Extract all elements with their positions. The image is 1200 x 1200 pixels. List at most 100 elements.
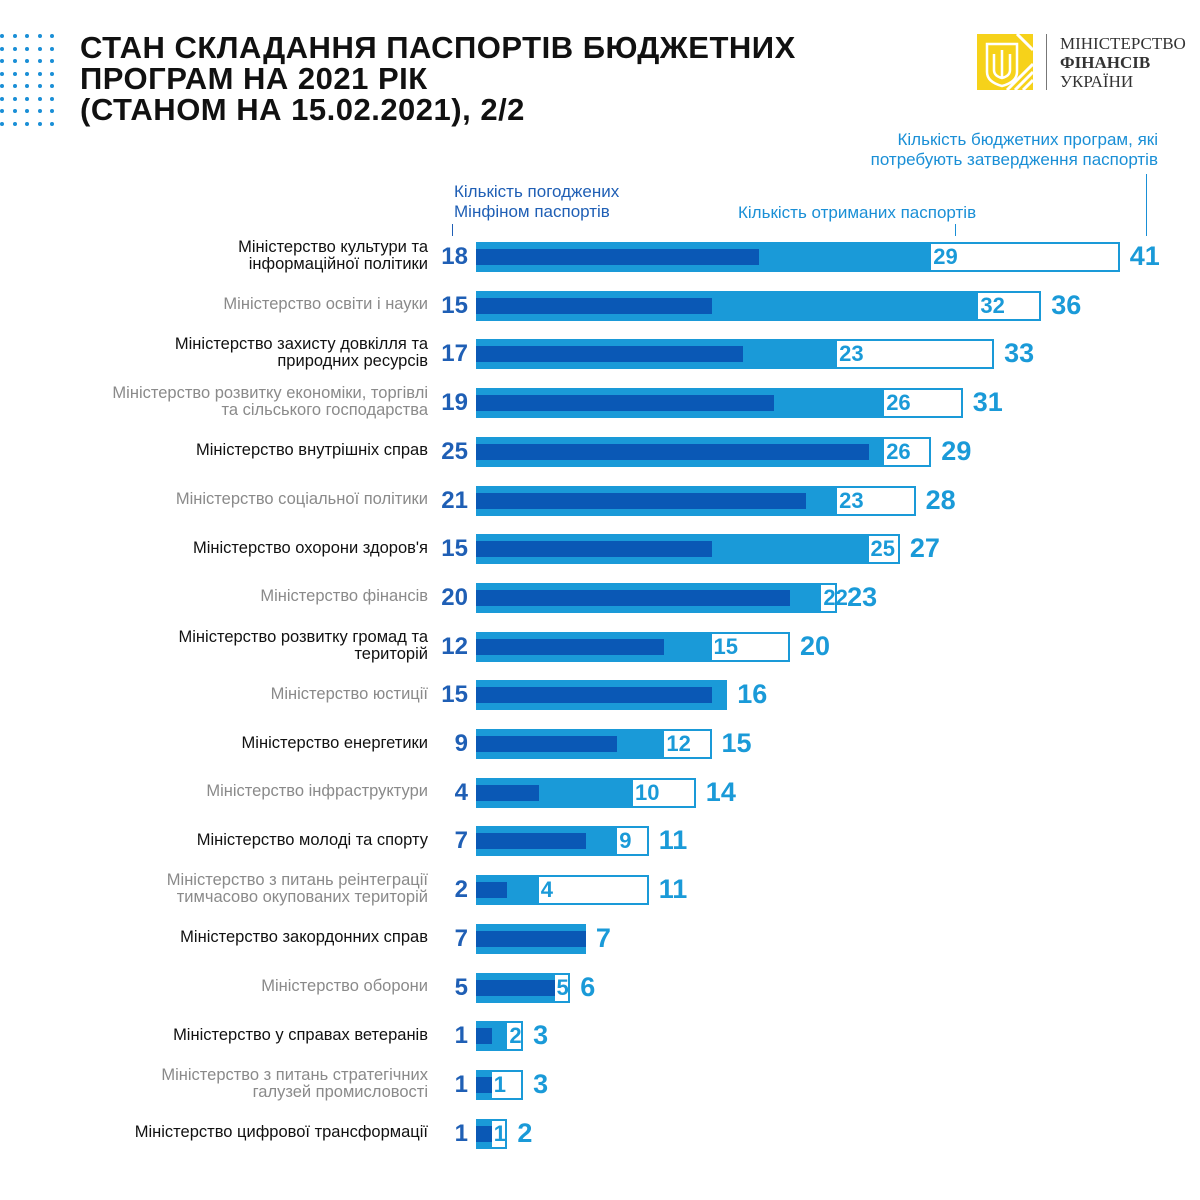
bar-agreed: [476, 395, 775, 412]
category-label: Міністерство юстиції: [271, 685, 428, 703]
total-value-label: 11: [658, 874, 688, 905]
total-value-label: 16: [737, 679, 768, 710]
category-label: Міністерство культури та інформаційної по…: [238, 239, 428, 273]
trident-emblem-icon: [977, 34, 1033, 90]
dot: [50, 96, 54, 101]
dot: [37, 59, 42, 63]
received-value-label: 4: [540, 877, 554, 903]
category-label: Міністерство внутрішніх справ: [196, 442, 428, 459]
total-value-label: 41: [1129, 241, 1160, 271]
total-value-label: 14: [705, 776, 736, 807]
category-label: Міністерство у справах ветеранів: [173, 1026, 428, 1044]
category-label: Міністерство молоді та спорту: [196, 830, 428, 849]
category-label-line: Міністерство освіти і науки: [223, 295, 428, 314]
agreed-value-label: 15: [441, 681, 468, 709]
dot: [0, 96, 4, 101]
bar-agreed: [476, 1076, 492, 1093]
dot: [12, 96, 17, 101]
category-label: Міністерство освіти і науки: [223, 296, 428, 313]
dot: [12, 71, 17, 76]
page-title: СТАН СКЛАДАННЯ ПАСПОРТІВ БЮДЖЕТНИХ ПРОГР…: [80, 32, 796, 125]
received-value-label: 5: [556, 974, 569, 1000]
legend-agreed-tick: [452, 224, 453, 236]
legend-agreed-line-1: Кількість погоджених: [454, 182, 620, 201]
received-value-label: 9: [619, 828, 632, 854]
category-label: Міністерство з питань стратегічних галузе…: [161, 1065, 428, 1101]
category-label-line: та сільського господарства: [221, 401, 429, 420]
category-label-line: територій: [354, 644, 428, 663]
received-value-label: 26: [886, 390, 911, 416]
total-value-label: 20: [800, 630, 831, 661]
received-value-label: 23: [839, 487, 864, 513]
dot: [25, 59, 29, 63]
agreed-value-label: 1: [454, 1119, 468, 1147]
category-label-line: Міністерство з питань стратегічних: [161, 1065, 428, 1084]
bar-agreed: [476, 687, 712, 704]
bar-agreed: [476, 638, 665, 655]
bar-agreed: [476, 1125, 492, 1142]
dot: [50, 71, 54, 76]
dot: [0, 71, 4, 76]
received-value-label: 2: [509, 1023, 522, 1049]
agreed-value-label: 20: [441, 583, 468, 611]
agreed-value-label: 17: [441, 340, 468, 368]
bar-agreed: [476, 882, 508, 899]
category-label: Міністерство фінансів: [260, 588, 428, 605]
dot: [37, 46, 42, 51]
legend-total: Кількість бюджетних програм, які потребу…: [871, 130, 1158, 170]
legend-total-line-1: Кількість бюджетних програм, які: [897, 130, 1158, 149]
received-value-label: 29: [933, 244, 958, 269]
title-line-2: ПРОГРАМ НА 2021 РІК: [80, 61, 428, 96]
legend-total-tick: [1146, 174, 1147, 236]
category-label: Міністерство захисту довкілля та природни…: [175, 336, 428, 370]
dot: [0, 34, 4, 38]
logo-line-3: УКРАЇНИ: [1060, 72, 1134, 91]
legend-received-tick: [955, 224, 956, 236]
dot: [50, 121, 54, 126]
total-value-label: 6: [580, 971, 596, 1002]
dot: [0, 46, 4, 51]
category-label-line: Міністерство фінансів: [260, 587, 428, 606]
total-value-label: 11: [658, 825, 688, 856]
bar-agreed: [476, 930, 586, 947]
category-label-line: тимчасово окупованих територій: [176, 888, 428, 907]
title-line-1: СТАН СКЛАДАННЯ ПАСПОРТІВ БЮДЖЕТНИХ: [80, 30, 796, 65]
received-value-label: 23: [839, 341, 864, 367]
agreed-value-label: 19: [441, 389, 468, 417]
bar-agreed: [476, 346, 743, 363]
category-label-line: Міністерство захисту довкілля та: [174, 335, 428, 354]
dot: [12, 59, 17, 63]
category-label: Міністерство закордонних справ: [180, 929, 428, 946]
dot: [25, 34, 29, 38]
logo-line-2: ФІНАНСІВ: [1060, 53, 1151, 72]
dot: [50, 59, 54, 63]
dot: [25, 84, 29, 88]
bar-agreed: [476, 589, 790, 606]
received-value-label: 12: [666, 731, 691, 756]
category-label-line: природних ресурсів: [277, 352, 428, 371]
category-label: Міністерство енергетики: [242, 734, 428, 752]
dot: [25, 109, 29, 113]
category-label-line: Міністерство оборони: [261, 977, 428, 995]
received-value-label: 1: [493, 1071, 506, 1097]
logo-divider: [1046, 34, 1047, 90]
bar-agreed: [476, 249, 759, 265]
dot: [25, 121, 29, 126]
dot: [0, 84, 4, 88]
category-label-line: Міністерство охорони здоров'я: [192, 538, 428, 557]
total-value-label: 31: [972, 387, 1003, 418]
received-value-label: 25: [870, 536, 895, 562]
received-value-label: 1: [493, 1120, 506, 1146]
category-label-line: Міністерство молоді та спорту: [196, 830, 428, 849]
category-label-line: Міністерство закордонних справ: [180, 928, 428, 947]
category-label-line: Міністерство розвитку економіки, торгівл…: [112, 384, 428, 403]
bar-agreed: [476, 1028, 492, 1045]
legend-received-line-1: Кількість отриманих паспортів: [738, 203, 977, 222]
category-label: Міністерство розвитку громад та територій: [179, 628, 428, 663]
category-label: Міністерство охорони здоров'я: [192, 538, 428, 557]
dot: [37, 121, 42, 126]
total-value-label: 3: [533, 1068, 549, 1099]
category-label-line: Міністерство інфраструктури: [206, 782, 428, 801]
legend-agreed: Кількість погоджених Мінфіном паспортів: [454, 182, 619, 222]
category-label: Міністерство соціальної політики: [176, 491, 428, 508]
